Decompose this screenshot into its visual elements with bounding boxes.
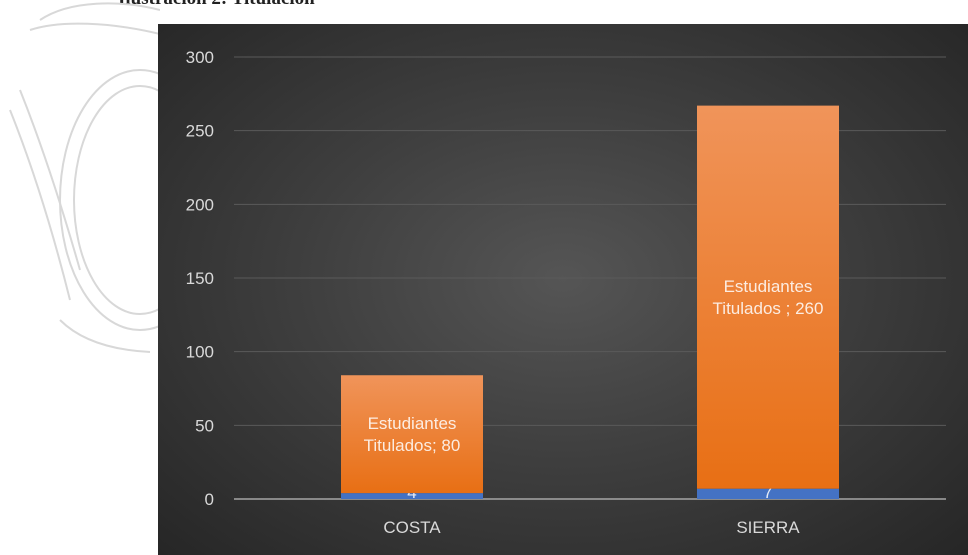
stacked-bar-chart: 0501001502002503004EstudiantesTitulados;… <box>186 48 946 537</box>
bar-segment <box>697 105 839 489</box>
data-label: 7 <box>763 483 772 502</box>
bar-segment <box>341 375 483 494</box>
x-category-label: SIERRA <box>736 518 800 537</box>
chart-area: 0501001502002503004EstudiantesTitulados;… <box>158 24 968 555</box>
document-heading: Ilustración 2: Titulación <box>118 0 315 10</box>
data-label: Estudiantes Titulados ; 260 <box>713 277 824 318</box>
y-tick-label: 100 <box>186 343 214 362</box>
bar-segment <box>697 488 839 499</box>
data-label: Estudiantes Titulados; 80 <box>364 414 461 455</box>
y-tick-label: 150 <box>186 269 214 288</box>
x-category-label: COSTA <box>383 518 441 537</box>
y-tick-label: 300 <box>186 48 214 67</box>
y-tick-label: 200 <box>186 195 214 214</box>
y-tick-label: 250 <box>186 122 214 141</box>
bar-segment <box>341 493 483 499</box>
y-tick-label: 0 <box>205 490 214 509</box>
coat-of-arms-watermark <box>9 2 160 353</box>
y-tick-label: 50 <box>195 416 214 435</box>
